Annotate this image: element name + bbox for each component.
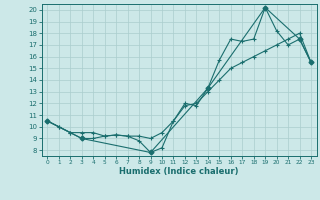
- X-axis label: Humidex (Indice chaleur): Humidex (Indice chaleur): [119, 167, 239, 176]
